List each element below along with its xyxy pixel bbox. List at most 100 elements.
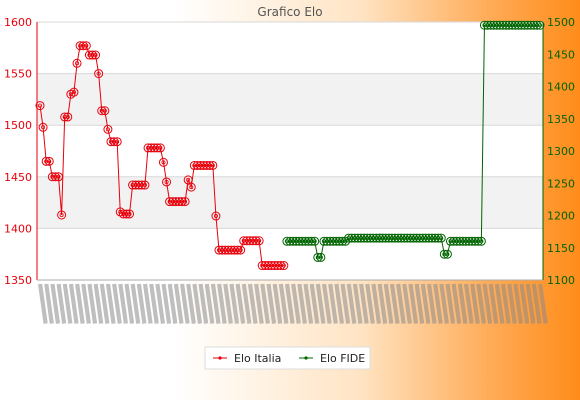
data-point [220,245,230,255]
x-tick-label [494,283,505,324]
data-point-inner [105,127,110,132]
y-axis-right-labels: 1100 1150 1200 1250 1300 1350 1400 1450 1500 [547,16,575,287]
data-point [109,137,119,147]
data-point [174,197,184,207]
x-tick-label [254,283,264,324]
data-point [180,197,190,207]
x-tick-label [451,283,462,324]
data-point [418,233,428,243]
data-point-inner [164,179,169,184]
data-point-inner [183,199,188,204]
x-tick-label [56,283,67,324]
legend: Elo Italia Elo FIDE [204,346,371,370]
x-tick-label [229,283,240,324]
x-tick-label [402,283,412,324]
x-tick-label [155,283,166,324]
y-right-tick-label: 1150 [547,242,575,255]
data-point [229,245,239,255]
y-left-tick-label: 1500 [4,119,32,132]
data-point [310,236,320,246]
data-point [350,233,360,243]
data-point [325,236,335,246]
y-left-tick-label: 1450 [4,171,32,184]
x-tick-label [309,283,320,324]
data-point [134,180,144,190]
x-tick-label [513,283,524,324]
data-point [279,261,289,271]
x-tick-label [414,283,425,324]
x-tick-label [303,283,314,324]
data-point [100,106,110,116]
data-point [288,236,298,246]
data-point [384,233,394,243]
data-point [427,233,437,243]
data-point [158,157,168,167]
data-point [393,233,403,243]
data-point-inner [257,238,262,243]
data-point-inner [189,185,194,190]
data-point [192,160,202,170]
y-right-tick-label: 1250 [547,177,575,190]
data-point [316,252,326,262]
x-tick-label [87,283,98,324]
y-right-tick-label: 1500 [547,16,575,29]
data-point [313,252,323,262]
data-point [529,20,539,30]
data-point [140,180,150,190]
data-point-inner [65,114,70,119]
data-point [458,236,468,246]
data-point [526,20,536,30]
data-point [214,245,224,255]
series-layer [35,20,545,271]
data-point [399,233,409,243]
x-tick-label [260,283,270,324]
data-point [155,143,165,153]
data-point [390,233,400,243]
y-right-tick-label: 1450 [547,48,575,61]
x-tick-label [538,283,548,324]
y-right-tick-label: 1100 [547,274,575,287]
data-point-inner [38,103,43,108]
data-point [168,197,178,207]
data-point-inner [102,108,107,113]
x-tick-label [278,283,289,324]
data-point [294,236,304,246]
x-tick-label [38,283,48,324]
data-point [501,20,511,30]
data-point [402,233,412,243]
data-point-inner [142,183,147,188]
data-point [344,233,354,243]
data-point-inner [47,159,52,164]
data-point [162,177,172,187]
legend-item-italia: Elo Italia [213,352,281,365]
x-tick-label [463,283,474,324]
x-tick-label [396,283,406,324]
x-tick-label [315,283,326,324]
data-point [131,180,141,190]
data-point-inner [158,145,163,150]
x-tick-label [173,283,184,324]
data-point [424,233,434,243]
data-point [467,236,477,246]
data-point [149,143,159,153]
x-tick-label [44,283,54,324]
data-point [91,50,101,60]
data-point [492,20,502,30]
series-elo-italia [35,41,289,271]
data-point [248,236,258,246]
legend-marker-italia [218,356,222,360]
data-point [415,233,425,243]
data-point [266,261,276,271]
x-tick-label [359,283,369,324]
data-point [270,261,280,271]
data-point [464,236,474,246]
data-point [445,236,455,246]
data-point [41,156,51,166]
data-point [347,233,357,243]
data-point [362,233,372,243]
data-point [476,236,486,246]
x-tick-label [482,283,493,324]
data-point [365,233,375,243]
data-point [260,261,270,271]
data-point [226,245,236,255]
